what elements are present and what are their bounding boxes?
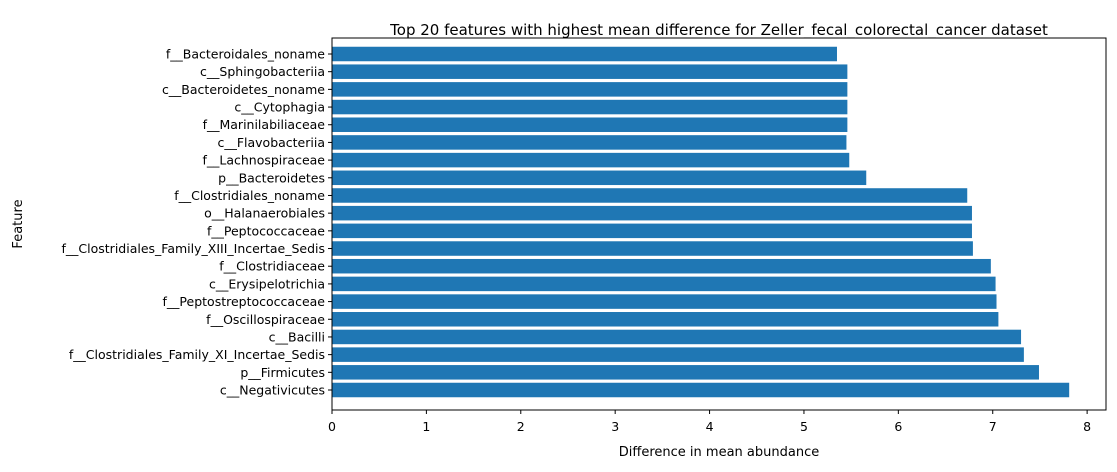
y-tick-label: c__Bacteroidetes_noname (162, 82, 325, 97)
x-tick-label: 1 (422, 419, 430, 434)
bar-f__Clostridiales_Family_XIII_Incertae_Sedis (332, 241, 973, 256)
y-tick-label: f__Clostridiales_noname (174, 188, 325, 203)
y-tick-label: c__Bacilli (269, 329, 325, 344)
x-tick-label: 4 (706, 419, 714, 434)
y-tick-label: f__Peptostreptococcaceae (163, 294, 326, 309)
y-axis-ticks: f__Bacteroidales_noname c__Sphingobacteri… (62, 47, 332, 398)
x-axis-label: Difference in mean abundance (619, 445, 819, 460)
bar-f__Peptostreptococcaceae (332, 294, 997, 309)
y-tick-label: c__Cytophagia (234, 100, 325, 115)
y-tick-label: f__Clostridiales_Family_XI_Incertae_Sedi… (69, 347, 325, 362)
bar-p__Firmicutes (332, 365, 1039, 380)
bar-f__Lachnospiraceae (332, 152, 850, 168)
x-tick-label: 7 (989, 419, 997, 434)
x-tick-label: 0 (328, 419, 336, 434)
x-tick-label: 3 (611, 419, 619, 434)
x-tick-label: 8 (1083, 419, 1091, 434)
y-tick-label: c__Flavobacteriia (217, 135, 325, 150)
y-tick-label: f__Clostridiales_Family_XIII_Incertae_Se… (62, 241, 325, 256)
y-tick-label: c__Negativicutes (220, 383, 325, 398)
bar-f__Clostridiales_noname (332, 188, 968, 203)
x-axis-ticks: 0 1 2 3 4 5 6 7 8 (328, 410, 1091, 434)
y-axis-label: Feature (11, 199, 26, 248)
y-tick-label: p__Firmicutes (240, 365, 325, 380)
y-tick-label: f__Peptococcaceae (207, 223, 325, 238)
y-tick-label: o__Halanaerobiales (204, 206, 325, 221)
y-tick-label: c__Erysipelotrichia (209, 276, 325, 291)
bar-p__Bacteroidetes (332, 170, 867, 186)
bar-c__Bacilli (332, 329, 1022, 345)
bars (332, 46, 1070, 398)
x-tick-label: 6 (894, 419, 902, 434)
bar-c__Flavobacteriia (332, 135, 847, 150)
bar-f__Peptococcaceae (332, 223, 972, 239)
bar-f__Clostridiaceae (332, 258, 991, 274)
y-tick-label: f__Clostridiaceae (219, 259, 325, 274)
plot-frame (331, 37, 1107, 411)
x-tick-label: 2 (517, 419, 525, 434)
bar-c__Sphingobacteriia (332, 64, 848, 79)
y-tick-label: f__Oscillospiraceae (206, 312, 325, 327)
bar-f__Marinilabiliaceae (332, 117, 848, 132)
chart-title: Top 20 features with highest mean differ… (389, 21, 1048, 40)
bar-f__Bacteroidales_noname (332, 46, 837, 62)
bar-f__Clostridiales_Family_XI_Incertae_Sedis (332, 347, 1024, 362)
y-tick-label: p__Bacteroidetes (218, 170, 325, 185)
bar-o__Halanaerobiales (332, 205, 972, 221)
y-tick-label: c__Sphingobacteriia (200, 64, 325, 79)
bar-f__Oscillospiraceae (332, 312, 999, 327)
bar-c__Erysipelotrichia (332, 276, 996, 292)
bar-c__Negativicutes (332, 382, 1070, 398)
y-tick-label: f__Marinilabiliaceae (203, 117, 326, 132)
y-tick-label: f__Lachnospiraceae (202, 153, 325, 168)
y-tick-label: f__Bacteroidales_noname (166, 47, 325, 62)
bar-c__Cytophagia (332, 99, 848, 115)
bar-c__Bacteroidetes_noname (332, 82, 848, 97)
x-tick-label: 5 (800, 419, 808, 434)
